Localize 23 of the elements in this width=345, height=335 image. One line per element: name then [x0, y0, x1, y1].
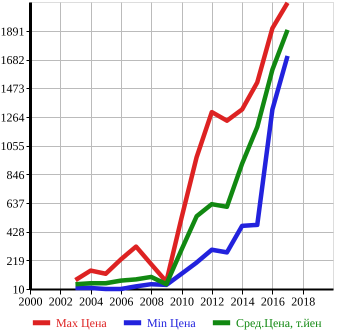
legend-label: Сред.Цена, т.йен: [236, 316, 322, 330]
y-tick-label: 637: [6, 196, 24, 210]
y-tick-label: 1473: [0, 82, 24, 96]
y-tick-label: 10: [12, 282, 24, 296]
y-tick-label: 1682: [0, 53, 24, 68]
x-tick-label: 2004: [79, 294, 104, 308]
y-tick-label: 1891: [0, 24, 24, 38]
legend-label: Min Цена: [147, 316, 196, 330]
x-tick-label: 2012: [200, 294, 224, 308]
legend-label: Max Цена: [56, 316, 108, 330]
x-tick-label: 2002: [48, 294, 73, 308]
x-tick-label: 2016: [260, 294, 285, 308]
y-tick-label: 1264: [0, 110, 24, 124]
y-tick-label: 846: [6, 168, 24, 182]
x-tick-label: 2014: [230, 294, 255, 308]
y-tick-label: 219: [6, 254, 24, 268]
y-tick-label: 428: [6, 225, 24, 240]
x-tick-label: 2000: [18, 294, 42, 308]
x-tick-label: 2018: [291, 294, 316, 308]
y-tick-label: 1055: [0, 139, 24, 154]
x-tick-label: 2010: [170, 294, 194, 308]
x-tick-label: 2008: [140, 294, 164, 308]
x-tick-label: 2006: [109, 294, 134, 308]
